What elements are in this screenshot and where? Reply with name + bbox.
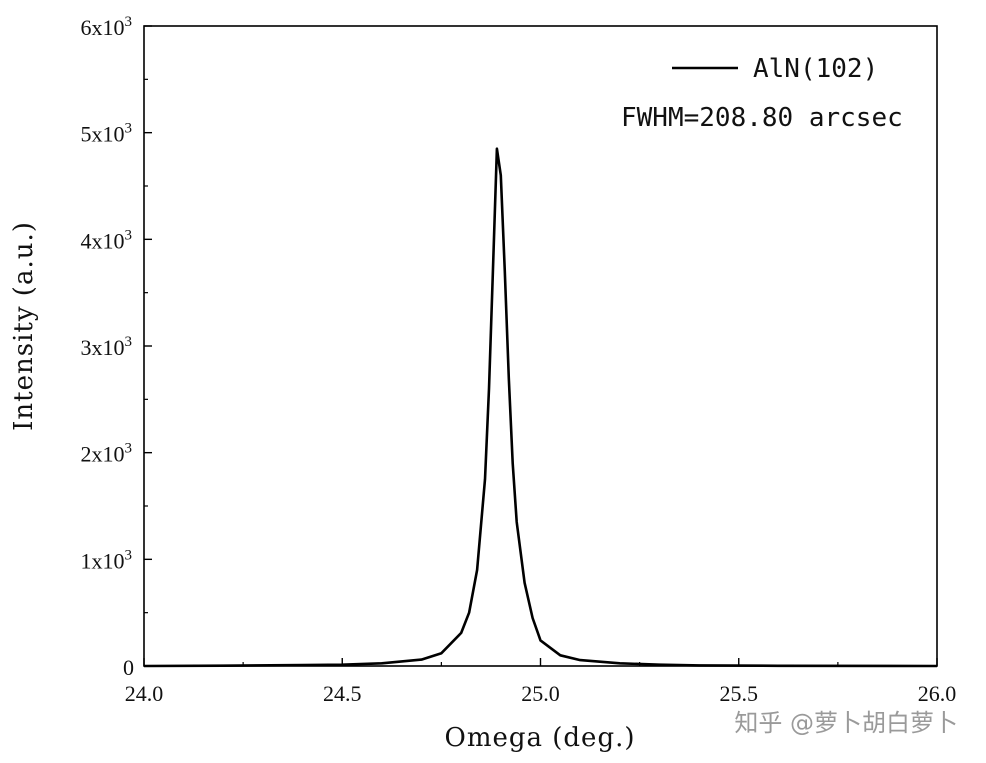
x-tick-label: 24.0 bbox=[125, 681, 164, 706]
y-tick-label: 1x103 bbox=[81, 547, 133, 573]
y-tick-label: 5x103 bbox=[81, 121, 133, 147]
y-tick-label: 3x103 bbox=[81, 334, 133, 360]
y-tick-label: 6x103 bbox=[81, 14, 133, 40]
x-tick-label: 24.5 bbox=[323, 681, 362, 706]
x-tick-label: 25.0 bbox=[521, 681, 560, 706]
series-line-aln102 bbox=[143, 147, 938, 668]
x-tick-label: 25.5 bbox=[720, 681, 759, 706]
y-axis-title: Intensity (a.u.) bbox=[9, 221, 39, 431]
x-tick-label: 26.0 bbox=[918, 681, 957, 706]
x-axis-title: Omega (deg.) bbox=[445, 723, 636, 753]
watermark-text: 知乎 @萝卜胡白萝卜 bbox=[734, 709, 958, 737]
y-tick-label: 4x103 bbox=[81, 227, 133, 253]
y-tick-label: 2x103 bbox=[81, 441, 133, 467]
legend-label: AlN(102) bbox=[753, 54, 878, 84]
y-tick-label: 0 bbox=[123, 655, 134, 680]
x-axis-ticks: 24.0 24.5 25.0 25.5 26.0 bbox=[125, 658, 957, 706]
y-axis-ticks: 0 1x103 2x103 3x103 4x103 5x103 6x103 bbox=[81, 14, 152, 680]
fwhm-annotation: FWHM=208.80 arcsec bbox=[621, 103, 903, 133]
